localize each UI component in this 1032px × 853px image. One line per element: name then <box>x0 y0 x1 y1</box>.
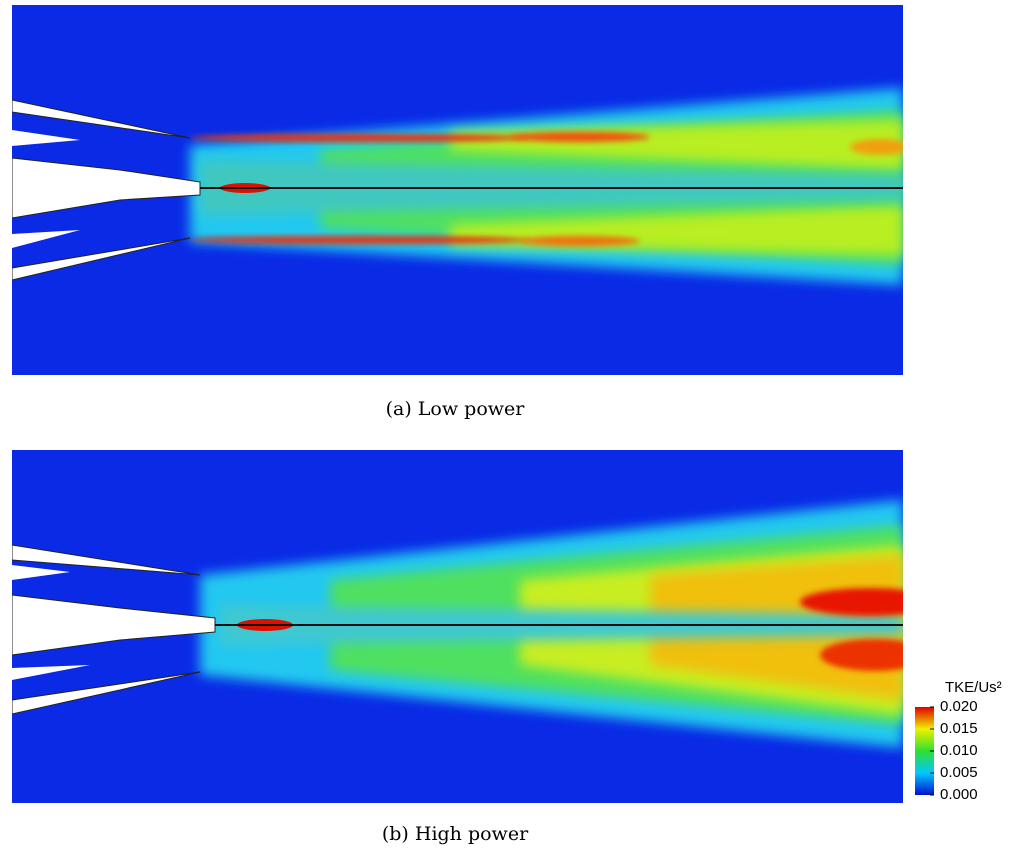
colorbar-tick-label: 0.020 <box>940 698 978 715</box>
colorbar-tick-label: 0.010 <box>940 742 978 759</box>
contour-high-power <box>12 450 903 803</box>
caption: (a) Low power <box>386 398 526 420</box>
colorbar-tick-label: 0.015 <box>940 720 978 737</box>
colorbar <box>915 707 934 795</box>
colorbar-title: TKE/Us² <box>945 679 1002 696</box>
colorbar-tick-label: 0.000 <box>940 786 978 803</box>
caption: (b) High power <box>382 823 529 845</box>
colorbar-tick-label: 0.005 <box>940 764 978 781</box>
contour-low-power <box>12 5 903 375</box>
